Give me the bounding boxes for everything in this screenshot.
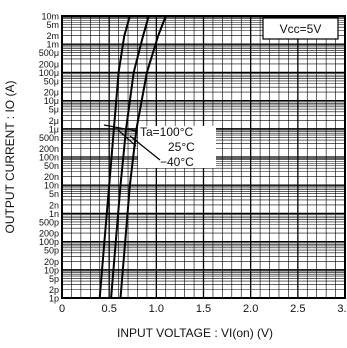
x-tick-label: 0.5	[102, 303, 117, 315]
x-axis-label: INPUT VOLTAGE : VI(on) (V)	[117, 326, 273, 340]
y-tick-label: 2m	[46, 31, 59, 41]
x-tick-label: 2.5	[290, 303, 305, 315]
condition-box: Vcc=5V	[262, 17, 339, 40]
x-tick-label: 1.0	[149, 303, 164, 315]
y-tick-label: 1μ	[49, 124, 59, 134]
y-tick-label: 20μ	[44, 88, 59, 98]
y-tick-label: 50p	[44, 246, 59, 256]
leader-line-25c	[117, 129, 137, 147]
y-tick-label: 10μ	[44, 96, 59, 106]
x-tick-label: 1.5	[196, 303, 211, 315]
series-label-minus40c: −40°C	[160, 155, 194, 169]
y-tick-label: 200p	[39, 229, 59, 239]
y-tick-label: 20n	[44, 172, 59, 182]
x-tick-label: 3.0	[337, 303, 347, 315]
y-tick-label: 200μ	[39, 59, 59, 69]
series-line-minus40c	[119, 15, 167, 299]
y-tick-label: 5μ	[49, 105, 59, 115]
y-tick-label: 100n	[39, 153, 59, 163]
y-tick-label: 10m	[41, 12, 59, 22]
y-tick-label: 100μ	[39, 68, 59, 78]
condition-label: Vcc=5V	[280, 22, 322, 36]
leader-line-minus40c	[129, 135, 161, 161]
y-tick-label: 100p	[39, 237, 59, 247]
annotation-background	[138, 126, 216, 168]
y-tick-label: 20p	[44, 257, 59, 267]
leader-line-100c	[103, 124, 137, 132]
y-tick-label: 50n	[44, 161, 59, 171]
y-tick-label: 500n	[39, 133, 59, 143]
y-tick-label: 10p	[44, 265, 59, 275]
y-tick-label: 5n	[49, 189, 59, 199]
y-tick-label: 5p	[49, 274, 59, 284]
y-axis-label: OUTPUT CURRENT : IO (A)	[3, 81, 17, 234]
y-tick-label: 50μ	[44, 76, 59, 86]
y-tick-label: 200n	[39, 144, 59, 154]
y-tick-label: 2p	[49, 285, 59, 295]
plot-frame	[61, 15, 346, 299]
axis-layer: 1p2p5p10p20p50p100p200p500p1n2n5n10n20n5…	[39, 12, 347, 316]
series-label-100c: Ta=100°C	[140, 125, 194, 139]
y-tick-label: 2μ	[49, 116, 59, 126]
y-tick-label: 1n	[49, 209, 59, 219]
y-tick-label: 2n	[49, 200, 59, 210]
y-tick-label: 1p	[49, 294, 59, 304]
y-tick-label: 500p	[39, 217, 59, 227]
x-tick-label: 0	[59, 303, 65, 315]
x-tick-label: 2.0	[243, 303, 258, 315]
series-line-100c	[98, 15, 131, 299]
y-tick-label: 10n	[44, 181, 59, 191]
y-tick-label: 500μ	[39, 48, 59, 58]
series-annotations: Ta=100°C 25°C −40°C	[103, 124, 216, 169]
y-tick-label: 1m	[46, 40, 59, 50]
series-label-25c: 25°C	[168, 140, 195, 154]
condition-box-frame	[262, 17, 339, 40]
y-tick-label: 5m	[46, 20, 59, 30]
